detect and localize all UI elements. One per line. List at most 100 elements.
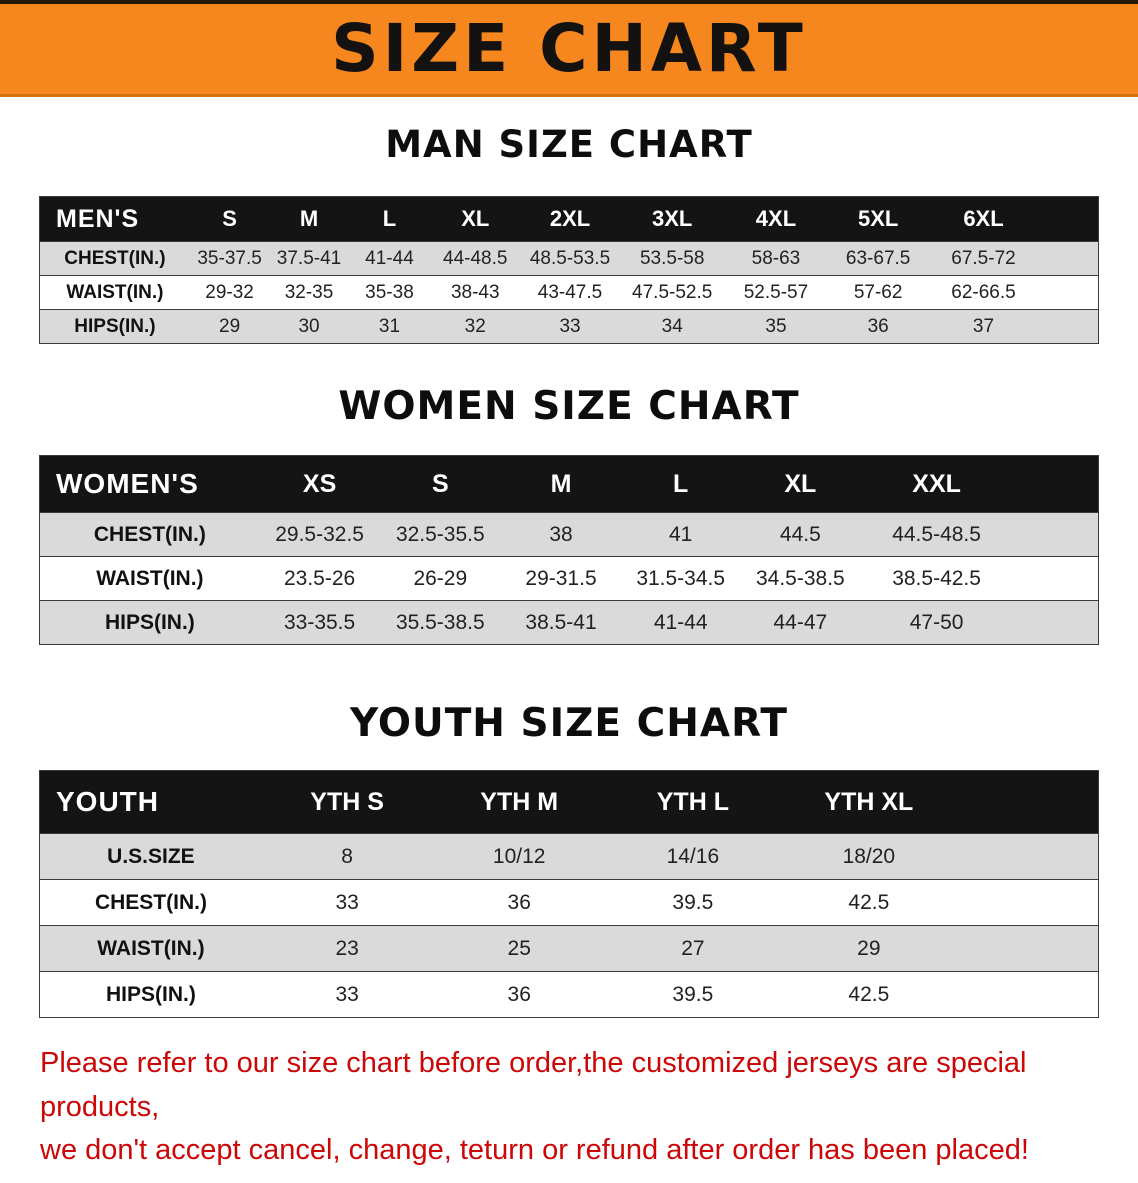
size-cell: 30 — [298, 315, 320, 337]
table-row: U.S.SIZE 8 10/12 14/16 18/20 — [39, 833, 1099, 880]
youth-header-row: YOUTH YTH S YTH M YTH L YTH XL — [39, 770, 1099, 834]
size-cell: 26-29 — [413, 566, 468, 590]
row-label: HIPS(IN.) — [74, 315, 156, 337]
size-cell: 34.5-38.5 — [755, 566, 845, 590]
size-cell: 44.5 — [779, 522, 821, 546]
size-cell: 33 — [559, 315, 581, 337]
size-cell: 32.5-35.5 — [395, 522, 485, 546]
size-cell: 67.5-72 — [951, 247, 1016, 269]
size-cell: 35-37.5 — [197, 247, 262, 269]
size-header-cell: M — [501, 455, 621, 513]
row-label: HIPS(IN.) — [104, 610, 195, 634]
table-row: HIPS(IN.) 33 36 39.5 42.5 — [39, 971, 1099, 1018]
size-cell: 8 — [341, 844, 353, 868]
size-cell: 36 — [867, 315, 889, 337]
women-header-row: WOMEN'S XS S M L XL XXL — [39, 455, 1099, 513]
size-header-cell: XXL — [860, 455, 1099, 513]
size-cell: 37 — [972, 315, 995, 337]
size-cell: 44.5-48.5 — [892, 522, 981, 546]
size-header-cell: 3XL — [619, 196, 725, 242]
size-cell: 29.5-32.5 — [275, 522, 364, 546]
row-label: CHEST(IN.) — [94, 890, 207, 914]
size-cell: 18/20 — [842, 844, 896, 868]
row-label: HIPS(IN.) — [106, 982, 196, 1006]
size-cell: 39.5 — [672, 982, 714, 1006]
size-cell: 39.5 — [672, 890, 714, 914]
size-cell: 14/16 — [666, 844, 720, 868]
size-header-cell: YTH S — [261, 770, 433, 834]
size-cell: 29-32 — [205, 281, 254, 303]
youth-table-corner-label: YOUTH — [39, 770, 262, 834]
size-cell: 47-50 — [909, 610, 964, 634]
size-cell: 35-38 — [365, 281, 414, 303]
size-cell: 38-43 — [450, 281, 500, 303]
size-chart-banner: SIZE CHART — [0, 0, 1138, 97]
size-cell: 31.5-34.5 — [636, 566, 726, 590]
row-label: WAIST(IN.) — [66, 281, 164, 303]
size-cell: 62-66.5 — [951, 281, 1016, 303]
row-label: WAIST(IN.) — [97, 936, 205, 960]
men-table-corner-label: MEN'S — [39, 196, 190, 242]
youth-size-table: YOUTH YTH S YTH M YTH L YTH XL U.S.SIZE … — [39, 770, 1099, 1018]
size-cell: 33-35.5 — [283, 610, 356, 634]
size-cell: 32-35 — [284, 281, 334, 303]
row-label: WAIST(IN.) — [96, 566, 204, 590]
row-label: CHEST(IN.) — [64, 247, 166, 269]
size-cell: 23.5-26 — [283, 566, 356, 590]
size-header-cell: L — [348, 196, 431, 242]
size-cell: 44-48.5 — [443, 247, 508, 269]
size-cell: 48.5-53.5 — [529, 247, 611, 269]
disclaimer-line-1: Please refer to our size chart before or… — [40, 1047, 1027, 1123]
size-cell: 10/12 — [492, 844, 546, 868]
size-cell: 63-67.5 — [845, 247, 911, 269]
size-cell: 41-44 — [365, 247, 414, 269]
table-row: HIPS(IN.) 33-35.5 35.5-38.5 38.5-41 41-4… — [39, 600, 1099, 645]
table-row: CHEST(IN.) 29.5-32.5 32.5-35.5 38 41 44.… — [39, 512, 1099, 557]
size-cell: 31 — [378, 315, 401, 337]
size-header-cell: XS — [259, 455, 380, 513]
table-row: HIPS(IN.) 29 30 31 32 33 34 35 36 37 — [39, 309, 1099, 344]
size-cell: 32 — [464, 315, 486, 337]
size-header-cell: S — [379, 455, 502, 513]
size-cell: 38.5-42.5 — [892, 566, 981, 590]
size-header-cell: S — [189, 196, 270, 242]
size-header-cell: YTH L — [606, 770, 780, 834]
disclaimer-note: Please refer to our size chart before or… — [40, 1042, 1138, 1173]
size-cell: 37.5-41 — [276, 247, 342, 269]
men-section-heading: MAN SIZE CHART — [385, 123, 753, 166]
size-cell: 35 — [765, 315, 787, 337]
women-section-heading: WOMEN SIZE CHART — [338, 384, 800, 429]
row-label: CHEST(IN.) — [93, 522, 206, 546]
size-header-cell: YTH XL — [779, 770, 1099, 834]
size-cell: 41-44 — [653, 610, 708, 634]
size-cell: 38.5-41 — [525, 610, 597, 634]
size-cell: 52.5-57 — [743, 281, 809, 303]
size-cell: 57-62 — [853, 281, 903, 303]
size-header-cell: M — [269, 196, 349, 242]
table-row: WAIST(IN.) 23 25 27 29 — [39, 925, 1099, 972]
size-cell: 34 — [661, 315, 683, 337]
size-cell: 29-31.5 — [525, 566, 597, 590]
size-cell: 53.5-58 — [639, 247, 705, 269]
size-cell: 23 — [335, 936, 359, 960]
size-header-cell: L — [620, 455, 741, 513]
size-header-cell: 5XL — [827, 196, 929, 242]
size-header-cell: 4XL — [724, 196, 828, 242]
size-header-cell: YTH M — [432, 770, 607, 834]
size-cell: 41 — [669, 522, 693, 546]
size-cell: 35.5-38.5 — [395, 610, 485, 634]
disclaimer-line-2: we don't accept cancel, change, teturn o… — [40, 1134, 1029, 1166]
table-row: WAIST(IN.) 23.5-26 26-29 29-31.5 31.5-34… — [39, 556, 1099, 601]
size-cell: 42.5 — [848, 982, 890, 1006]
youth-section-heading: YOUTH SIZE CHART — [350, 701, 788, 746]
size-header-cell: XL — [430, 196, 521, 242]
men-header-row: MEN'S S M L XL 2XL 3XL 4XL 5XL 6XL — [39, 196, 1099, 242]
men-size-table: MEN'S S M L XL 2XL 3XL 4XL 5XL 6XL CHEST… — [39, 196, 1099, 344]
size-cell: 38 — [549, 522, 573, 546]
size-cell: 33 — [335, 982, 359, 1006]
size-header-cell: 2XL — [520, 196, 620, 242]
size-cell: 33 — [335, 890, 359, 914]
table-row: WAIST(IN.) 29-32 32-35 35-38 38-43 43-47… — [39, 275, 1099, 310]
size-cell: 29 — [219, 315, 241, 337]
